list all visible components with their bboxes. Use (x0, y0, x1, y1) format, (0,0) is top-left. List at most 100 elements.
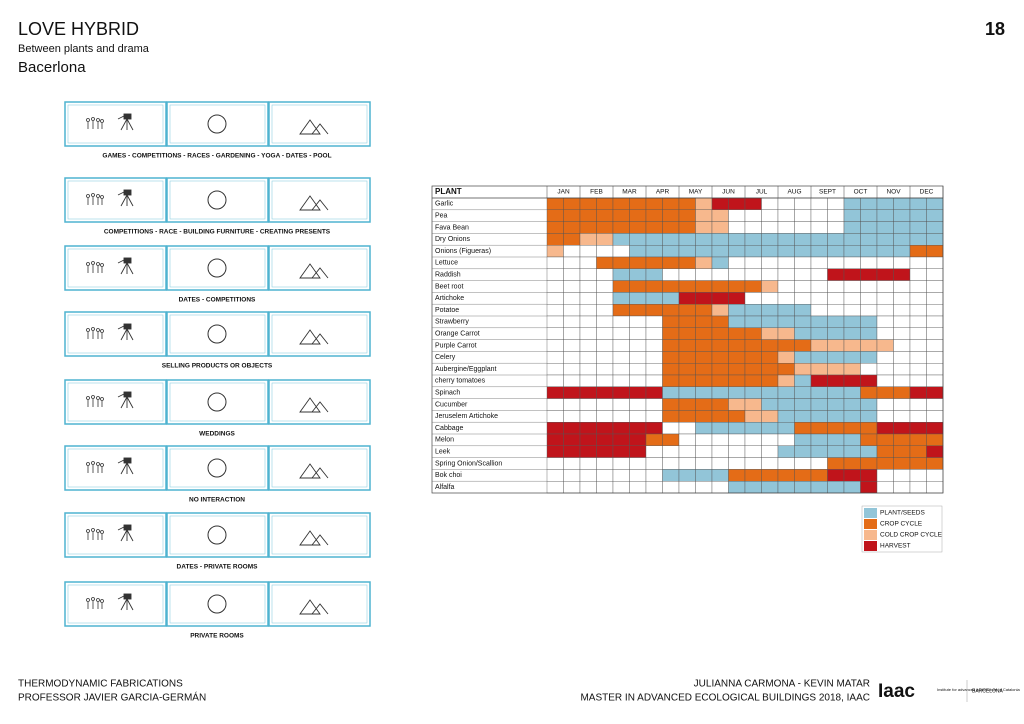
calendar-cell (728, 197, 746, 211)
calendar-cell (579, 327, 597, 340)
calendar-cell (761, 481, 779, 494)
calendar-cell (612, 481, 630, 494)
calendar-cell (876, 209, 894, 222)
calendar-cell (860, 457, 878, 470)
activity-box (64, 245, 167, 291)
calendar-cell (579, 244, 597, 258)
calendar-cell (794, 410, 812, 423)
calendar-cell (711, 315, 729, 329)
calendar-cell (761, 398, 779, 411)
calendar-cell (662, 398, 680, 411)
calendar-cell (893, 327, 911, 340)
calendar-cell (695, 422, 713, 435)
calendar-cell (728, 374, 746, 388)
calendar-cell (926, 422, 944, 435)
calendar-cell (728, 256, 746, 270)
calendar-cell (843, 386, 861, 399)
calendar-cell (612, 268, 630, 281)
calendar-cell (579, 398, 597, 411)
calendar-cell (926, 327, 944, 340)
calendar-cell (876, 197, 894, 211)
calendar-cell (612, 292, 630, 305)
activity-box-inner (67, 448, 164, 488)
calendar-cell (777, 221, 795, 234)
calendar-cell (860, 351, 878, 364)
calendar-cell (843, 445, 861, 458)
calendar-cell (612, 398, 630, 411)
calendar-cell (645, 398, 663, 411)
calendar-cell (612, 209, 630, 222)
calendar-cell (563, 339, 581, 352)
calendar-cell (860, 339, 878, 352)
calendar-cell (827, 374, 845, 388)
calendar-cell (695, 221, 713, 234)
calendar-cell (777, 374, 795, 388)
calendar-cell (695, 315, 713, 329)
calendar-cell (893, 292, 911, 305)
calendar-cell (678, 386, 696, 399)
activity-box-inner (67, 314, 164, 354)
calendar-cell (695, 433, 713, 447)
calendar-cell (761, 363, 779, 376)
calendar-cell (860, 280, 878, 293)
calendar-cell (563, 469, 581, 482)
calendar-cell (563, 292, 581, 305)
calendar-cell (645, 256, 663, 270)
calendar-cell (843, 292, 861, 305)
activity-box (268, 245, 371, 291)
legend-label: HARVEST (880, 543, 911, 550)
calendar-cell (695, 268, 713, 281)
activity-icon (207, 190, 227, 210)
activity-box (166, 101, 269, 147)
calendar-cell (843, 422, 861, 435)
calendar-cell (761, 351, 779, 364)
calendar-cell (744, 398, 762, 411)
calendar-cell (876, 304, 894, 317)
calendar-cell (810, 445, 828, 458)
calendar-cell (860, 244, 878, 258)
calendar-cell (695, 280, 713, 293)
calendar-cell (777, 398, 795, 411)
calendar-cell (876, 422, 894, 435)
calendar-cell (546, 469, 564, 482)
activity-box-inner (271, 248, 368, 288)
calendar-cell (629, 386, 647, 399)
month-label: FEB (590, 189, 603, 196)
calendar-cell (563, 327, 581, 340)
calendar-cell (645, 315, 663, 329)
calendar-cell (860, 209, 878, 222)
calendar-cell (876, 445, 894, 458)
location: Bacerlona (18, 59, 86, 76)
calendar-cell (827, 398, 845, 411)
calendar-cell (761, 422, 779, 435)
calendar-cell (629, 433, 647, 447)
calendar-cell (744, 433, 762, 447)
calendar-cell (860, 268, 878, 281)
calendar-cell (860, 363, 878, 376)
calendar-cell (728, 209, 746, 222)
legend-label: PLANT/SEEDS (880, 510, 925, 517)
page-number: 18 (985, 19, 1005, 39)
activity-box-inner (271, 448, 368, 488)
calendar-cell (794, 339, 812, 352)
calendar-cell (843, 268, 861, 281)
footer-left: PROFESSOR JAVIER GARCIA-GERMÁN (18, 691, 206, 704)
calendar-cell (893, 351, 911, 364)
calendar-cell (563, 244, 581, 258)
calendar-cell (876, 363, 894, 376)
calendar-cell (678, 433, 696, 447)
calendar-cell (843, 304, 861, 317)
calendar-cell (695, 256, 713, 270)
calendar-cell (695, 410, 713, 423)
calendar-cell (794, 221, 812, 234)
calendar-cell (761, 233, 779, 246)
calendar-cell (546, 221, 564, 234)
month-label: SEPT (819, 189, 836, 196)
calendar-cell (893, 386, 911, 399)
calendar-cell (728, 221, 746, 234)
calendar-cell (612, 280, 630, 293)
calendar-cell (711, 457, 729, 470)
calendar-cell (893, 233, 911, 246)
calendar-cell (876, 244, 894, 258)
activity-box (166, 581, 269, 627)
